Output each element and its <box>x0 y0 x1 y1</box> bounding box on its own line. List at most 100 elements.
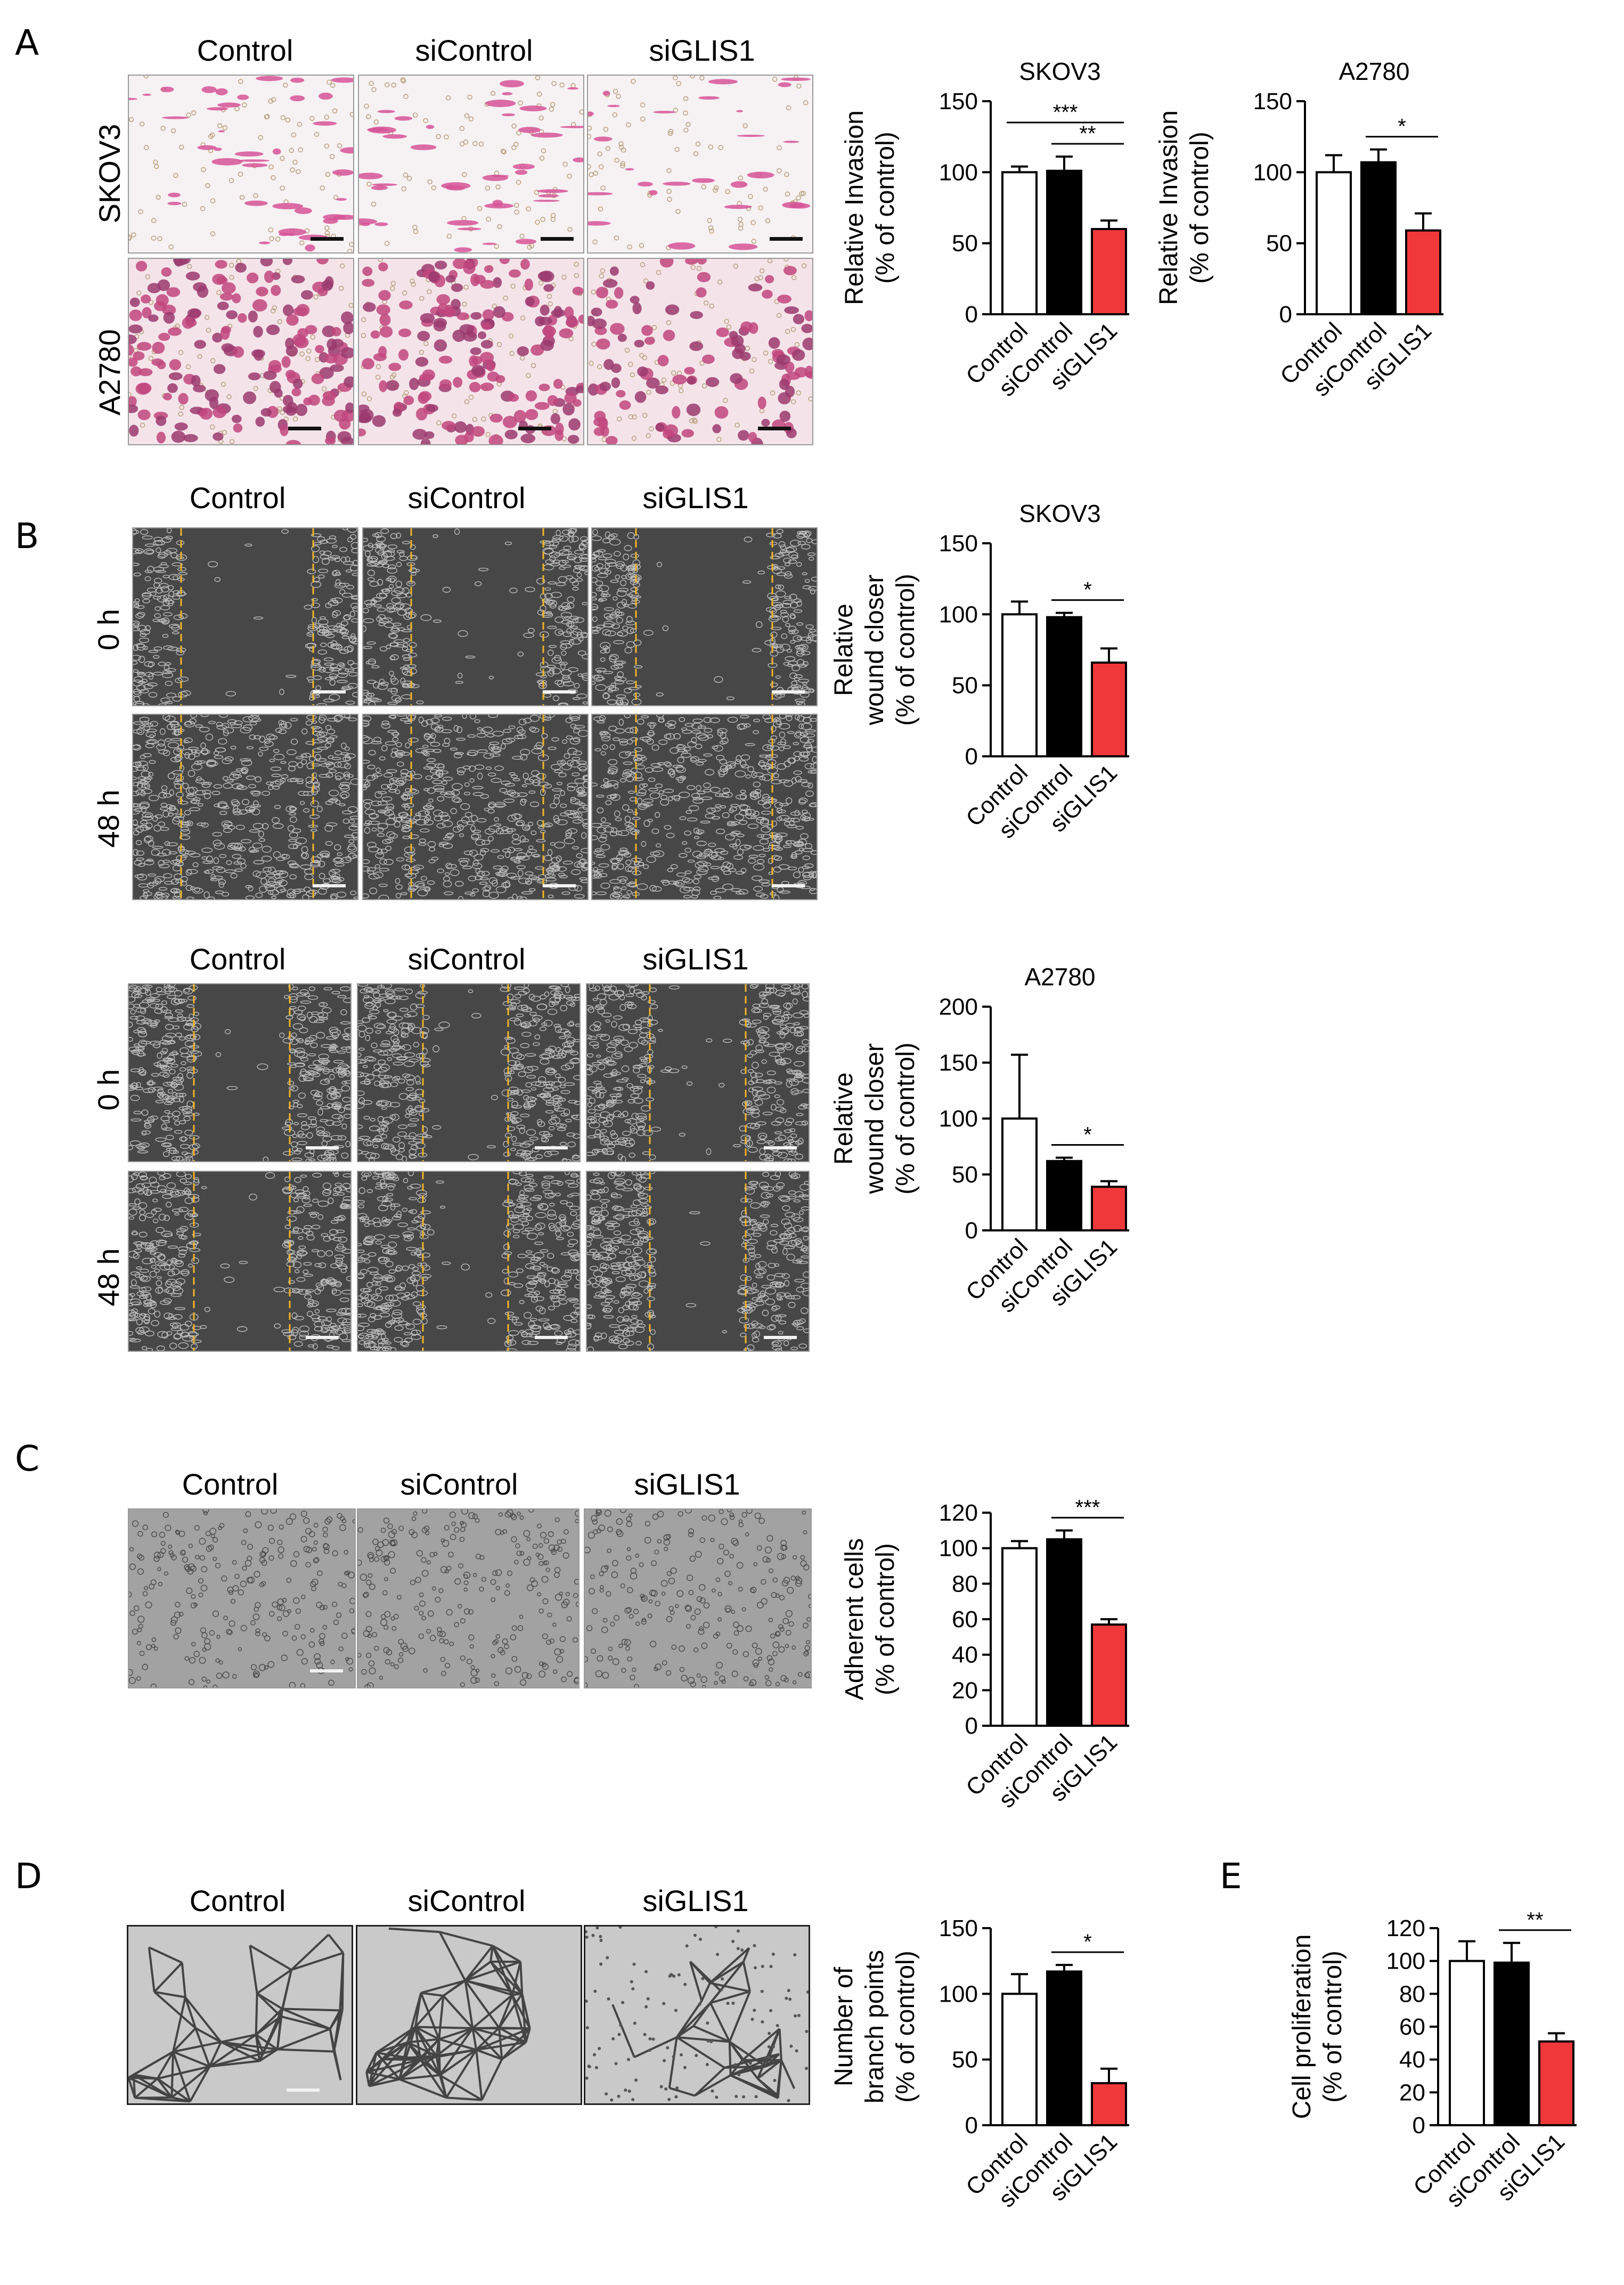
tube-image-siglis1 <box>584 1925 810 2105</box>
significance-label: * <box>1083 578 1092 602</box>
y-tick-label: 80 <box>1399 1981 1425 2007</box>
y-tick-label: 100 <box>1386 1948 1425 1974</box>
y-axis-label: (% of control) <box>1319 1951 1347 2102</box>
wound-image-bottom-0h-siglis1 <box>586 983 810 1162</box>
panel-letter-b: B <box>15 516 39 557</box>
bar-control <box>1316 171 1352 315</box>
y-axis-label: Relative Invasion <box>1155 110 1183 305</box>
col-label-sicontrol: siControl <box>407 1884 526 1917</box>
y-axis-label: Relative <box>830 603 858 696</box>
col-label-control: Control <box>189 942 286 976</box>
y-tick-label: 50 <box>1266 231 1292 257</box>
bar-sicontrol <box>1046 169 1082 316</box>
y-tick-label: 100 <box>1253 159 1292 185</box>
bar-siglis1 <box>1091 2082 1127 2127</box>
significance-label: * <box>1083 1930 1092 1954</box>
y-tick-label: 150 <box>939 88 978 115</box>
y-tick-label: 0 <box>1413 2112 1425 2139</box>
tube-image-control <box>127 1925 353 2105</box>
y-tick-label: 60 <box>1399 2014 1425 2040</box>
wound-image-top-48h-siglis1 <box>591 714 818 900</box>
y-tick-label: 0 <box>965 2112 978 2139</box>
bar-sicontrol <box>1046 616 1082 758</box>
wound-image-bottom-0h-sicontrol <box>357 983 581 1162</box>
y-tick-label: 150 <box>939 1050 978 1076</box>
bar-sicontrol <box>1046 1160 1082 1231</box>
y-tick-label: 0 <box>965 1218 978 1244</box>
chart-c-adhesion: Adherent cells (% of control) 0 20 40 60 80 100… <box>840 1496 1129 1813</box>
y-tick-label: 150 <box>1253 88 1292 115</box>
wound-image-top-0h-control <box>132 527 358 706</box>
col-label-sicontrol: siControl <box>400 1467 518 1501</box>
chart-b-skov3: SKOV3 Relative wound closer (% of control) 0… <box>830 500 1129 844</box>
wound-image-top-0h-siglis1 <box>591 527 818 706</box>
col-label-siglis1: siGLIS1 <box>634 1467 740 1501</box>
col-label-control: Control <box>189 1884 286 1917</box>
row-label-48h: 48 h <box>92 1248 125 1307</box>
chart-d-tube: Number of branch points (% of control) 0 50 1… <box>830 1915 1129 2213</box>
col-label-control: Control <box>182 1467 279 1501</box>
tube-image-sicontrol <box>356 1925 582 2105</box>
row-label-0h: 0 h <box>92 1069 125 1111</box>
y-axis-label: wound closer <box>861 575 889 726</box>
significance-label: * <box>1398 115 1406 138</box>
col-label-control: Control <box>189 481 286 515</box>
y-tick-label: 50 <box>952 231 978 257</box>
col-label-sicontrol: siControl <box>407 481 526 515</box>
y-tick-label: 0 <box>965 1713 978 1739</box>
y-tick-label: 100 <box>939 1981 978 2007</box>
row-label-skov3: SKOV3 <box>93 124 126 224</box>
col-label-sicontrol: siControl <box>415 34 533 67</box>
wound-image-bottom-48h-siglis1 <box>586 1171 810 1352</box>
y-tick-label: 50 <box>952 1162 978 1188</box>
y-axis-label: (% of control) <box>871 132 900 283</box>
adhesion-image-sicontrol <box>357 1508 580 1688</box>
chart-b-a2780: A2780 Relative wound closer (% of control) 0… <box>830 963 1129 1318</box>
chart-a-skov3: SKOV3 Relative Invasion (% of control) 0 50 1… <box>840 58 1129 402</box>
y-tick-label: 60 <box>952 1606 978 1633</box>
wound-image-top-48h-sicontrol <box>362 714 589 900</box>
significance-label: *** <box>1075 1496 1100 1519</box>
y-axis-label: Relative <box>830 1072 858 1164</box>
bar-siglis1 <box>1091 1186 1127 1232</box>
y-tick-label: 200 <box>939 994 978 1020</box>
chart-a-a2780: A2780 Relative Invasion (% of control) 0 50 1… <box>1155 58 1443 402</box>
y-tick-label: 100 <box>939 159 978 185</box>
y-axis-label: (% of control) <box>892 1951 920 2102</box>
invasion-image-skov3-control <box>128 75 354 254</box>
row-label-a2780: A2780 <box>93 329 126 415</box>
row-label-0h: 0 h <box>92 609 125 650</box>
significance-label: ** <box>1527 1908 1543 1932</box>
y-tick-label: 50 <box>952 673 978 699</box>
adhesion-image-control <box>128 1508 356 1688</box>
adhesion-image-siglis1 <box>584 1508 812 1688</box>
significance-label: *** <box>1053 101 1078 124</box>
y-tick-label: 0 <box>965 744 978 770</box>
y-tick-label: 0 <box>965 301 978 328</box>
bar-sicontrol <box>1360 161 1397 316</box>
bar-control <box>1001 613 1038 757</box>
y-axis-label: (% of control) <box>892 1042 920 1194</box>
invasion-image-a2780-sicontrol <box>358 258 584 445</box>
bar-control <box>1001 171 1038 315</box>
invasion-image-skov3-sicontrol <box>358 75 584 254</box>
y-tick-label: 20 <box>1399 2079 1425 2106</box>
panel-letter-a: A <box>15 22 39 63</box>
col-label-siglis1: siGLIS1 <box>649 34 755 67</box>
panel-letter-d: D <box>15 1856 42 1897</box>
y-tick-label: 80 <box>952 1571 978 1597</box>
y-tick-label: 120 <box>939 1500 978 1526</box>
col-label-control: Control <box>197 34 293 67</box>
bar-sicontrol <box>1046 1538 1082 1727</box>
invasion-image-a2780-siglis1 <box>587 258 813 445</box>
bar-control <box>1001 1117 1038 1231</box>
bar-sicontrol <box>1494 1961 1530 2126</box>
bar-siglis1 <box>1091 1623 1127 1727</box>
chart-e-proliferation: Cell proliferation (% of control) 0 20 40 60 8… <box>1288 1908 1577 2213</box>
y-tick-label: 40 <box>952 1642 978 1668</box>
bar-siglis1 <box>1091 228 1127 315</box>
y-axis-label: Cell proliferation <box>1288 1935 1316 2119</box>
wound-image-top-48h-control <box>132 714 358 900</box>
y-tick-label: 50 <box>952 2047 978 2073</box>
bar-siglis1 <box>1538 2040 1574 2126</box>
